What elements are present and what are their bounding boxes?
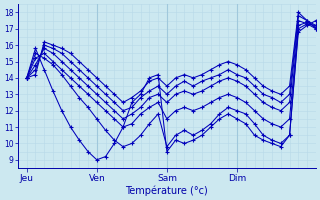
X-axis label: Température (°c): Température (°c) (125, 185, 208, 196)
